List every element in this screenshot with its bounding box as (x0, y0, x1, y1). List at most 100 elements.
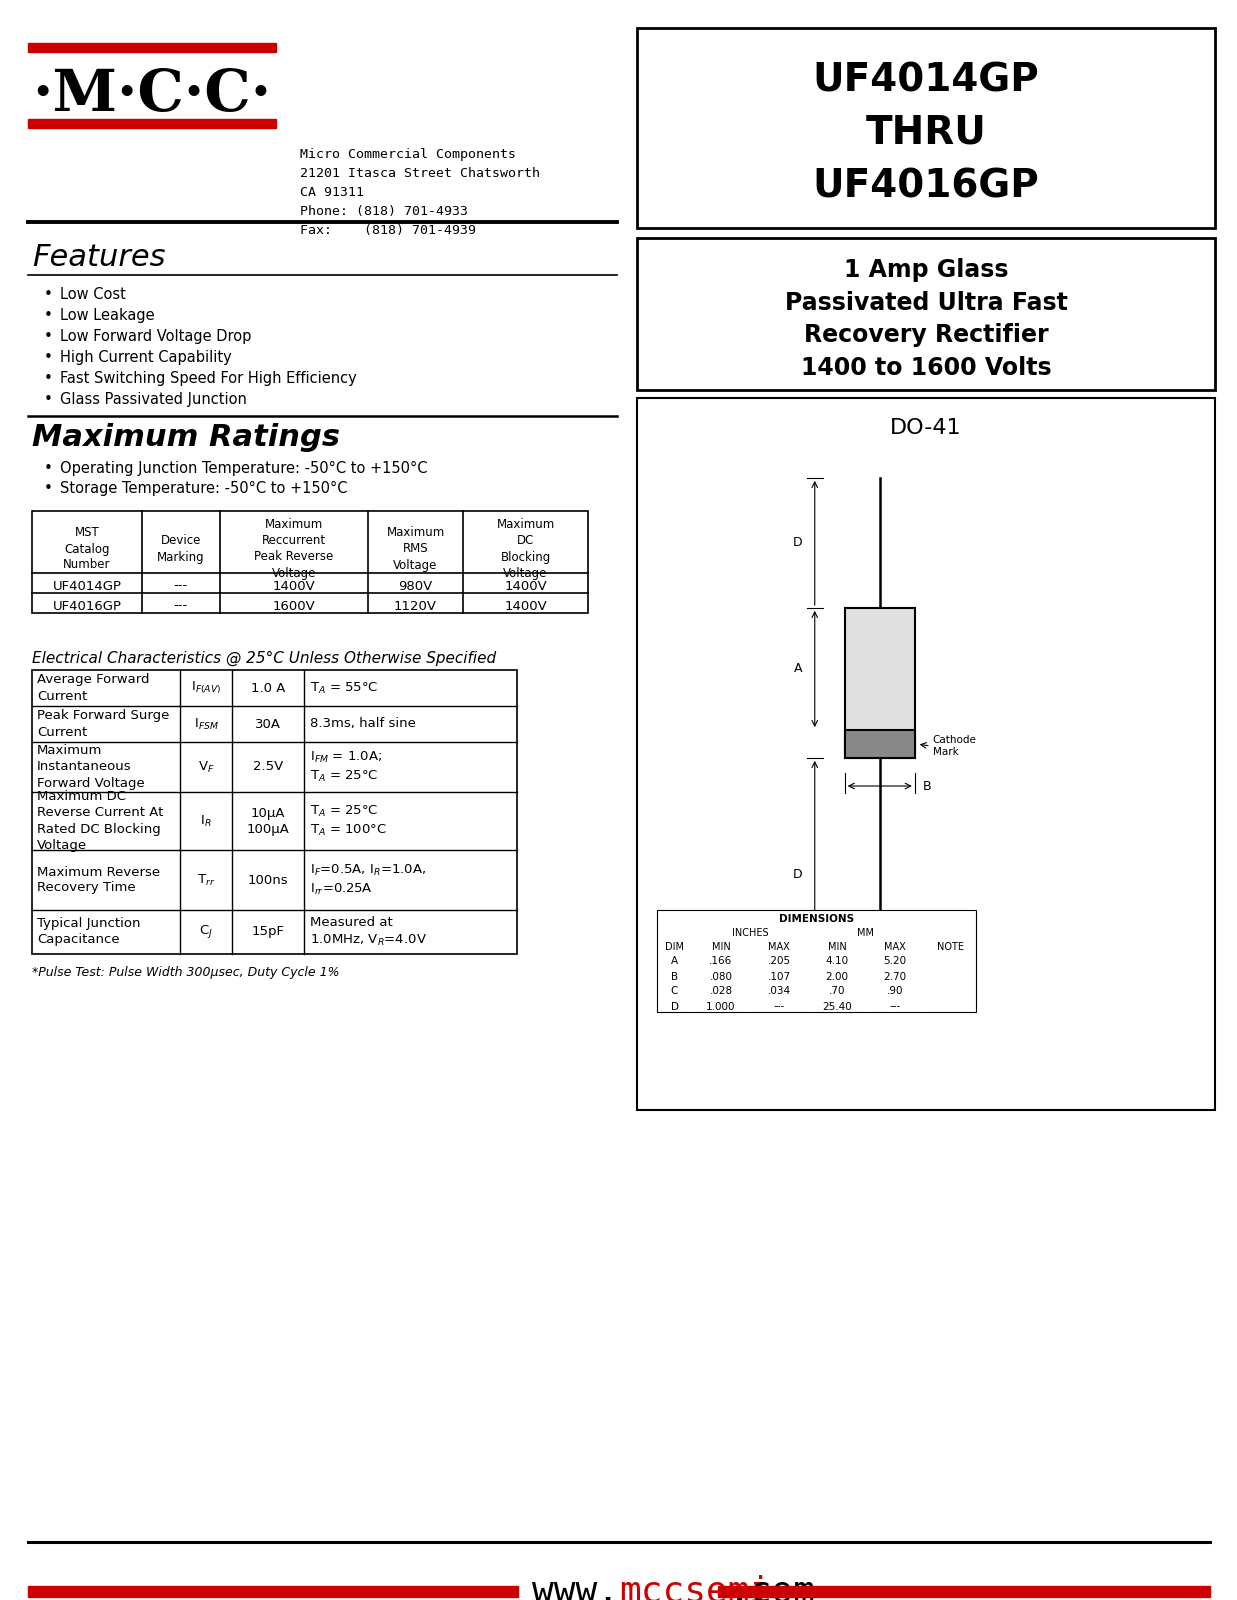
Text: Electrical Characteristics @ 25°C Unless Otherwise Specified: Electrical Characteristics @ 25°C Unless… (32, 651, 496, 666)
Text: •: • (43, 482, 52, 496)
Text: 25.40: 25.40 (823, 1002, 852, 1011)
Text: I$_{FM}$ = 1.0A;
T$_A$ = 25°C: I$_{FM}$ = 1.0A; T$_A$ = 25°C (310, 750, 382, 784)
Bar (28, 1586, 518, 1597)
Text: ---: --- (174, 579, 188, 592)
Bar (28, 43, 276, 51)
Text: High Current Capability: High Current Capability (61, 350, 231, 365)
Text: I$_R$: I$_R$ (200, 813, 212, 829)
Text: DO-41: DO-41 (891, 418, 962, 438)
Text: MAX: MAX (884, 942, 905, 952)
Text: .90: .90 (887, 987, 903, 997)
Text: CA 91311: CA 91311 (301, 186, 364, 198)
Text: .080: .080 (710, 971, 732, 981)
Text: •: • (43, 350, 52, 365)
Text: Low Forward Voltage Drop: Low Forward Voltage Drop (61, 330, 251, 344)
Text: D: D (793, 536, 803, 549)
Text: UF4014GP: UF4014GP (52, 579, 121, 592)
Text: A: A (794, 662, 803, 675)
Text: D: D (793, 867, 803, 880)
Text: 2.00: 2.00 (825, 971, 849, 981)
Text: 8.3ms, half sine: 8.3ms, half sine (310, 717, 416, 731)
Text: Maximum DC
Reverse Current At
Rated DC Blocking
Voltage: Maximum DC Reverse Current At Rated DC B… (37, 790, 163, 851)
Text: UF4016GP: UF4016GP (52, 600, 121, 613)
Bar (717, 1586, 1210, 1597)
Text: Low Leakage: Low Leakage (61, 307, 155, 323)
Bar (32, 670, 517, 954)
Text: Maximum Ratings: Maximum Ratings (32, 422, 340, 451)
Text: *Pulse Test: Pulse Width 300μsec, Duty Cycle 1%: *Pulse Test: Pulse Width 300μsec, Duty C… (32, 966, 339, 979)
Text: I$_F$=0.5A, I$_R$=1.0A,
I$_{rr}$=0.25A: I$_F$=0.5A, I$_R$=1.0A, I$_{rr}$=0.25A (310, 864, 427, 896)
Text: 4.10: 4.10 (825, 957, 849, 966)
Text: NOTE: NOTE (936, 942, 964, 952)
Text: C: C (670, 987, 678, 997)
Text: Fax:    (818) 701-4939: Fax: (818) 701-4939 (301, 224, 476, 237)
Text: Micro Commercial Components: Micro Commercial Components (301, 149, 516, 162)
Text: www.: www. (532, 1574, 618, 1600)
Text: .107: .107 (767, 971, 790, 981)
Text: Maximum
Instantaneous
Forward Voltage: Maximum Instantaneous Forward Voltage (37, 744, 145, 789)
Text: UF4014GP
THRU
UF4016GP: UF4014GP THRU UF4016GP (813, 61, 1039, 205)
Text: 980V: 980V (398, 579, 433, 592)
Text: ---: --- (174, 600, 188, 613)
Text: Fast Switching Speed For High Efficiency: Fast Switching Speed For High Efficiency (61, 371, 356, 386)
Text: Maximum
RMS
Voltage: Maximum RMS Voltage (386, 526, 444, 571)
Text: C$_J$: C$_J$ (199, 923, 213, 941)
Text: MST
Catalog
Number: MST Catalog Number (63, 526, 111, 571)
Text: 1600V: 1600V (272, 600, 315, 613)
Text: A: A (670, 957, 678, 966)
Text: I$_{FSM}$: I$_{FSM}$ (193, 717, 219, 731)
Text: 15pF: 15pF (251, 925, 285, 939)
Text: 100ns: 100ns (247, 874, 288, 886)
Text: 1400V: 1400V (505, 600, 547, 613)
Text: DIM: DIM (666, 942, 684, 952)
Text: Glass Passivated Junction: Glass Passivated Junction (61, 392, 247, 406)
Text: T$_{rr}$: T$_{rr}$ (197, 872, 215, 888)
Bar (845, 730, 914, 758)
Text: 1 Amp Glass
Passivated Ultra Fast
Recovery Rectifier
1400 to 1600 Volts: 1 Amp Glass Passivated Ultra Fast Recove… (784, 258, 1068, 379)
Bar (32, 510, 588, 613)
Text: mccsemi: mccsemi (618, 1574, 771, 1600)
Text: C: C (897, 998, 905, 1011)
Text: Device
Marking: Device Marking (157, 534, 205, 563)
Text: .166: .166 (709, 957, 732, 966)
Text: .028: .028 (710, 987, 732, 997)
Text: Maximum
DC
Blocking
Voltage: Maximum DC Blocking Voltage (496, 518, 554, 579)
Text: .70: .70 (829, 987, 845, 997)
Text: T$_A$ = 55°C: T$_A$ = 55°C (310, 680, 379, 696)
Text: V$_F$: V$_F$ (198, 760, 214, 774)
Bar (637, 238, 1215, 390)
Text: •: • (43, 286, 52, 302)
Text: Maximum
Reccurrent
Peak Reverse
Voltage: Maximum Reccurrent Peak Reverse Voltage (255, 518, 334, 579)
Text: •: • (43, 371, 52, 386)
Text: Operating Junction Temperature: -50°C to +150°C: Operating Junction Temperature: -50°C to… (61, 461, 428, 477)
Text: D: D (670, 1002, 679, 1011)
Text: 30A: 30A (255, 717, 281, 731)
Text: Features: Features (32, 243, 166, 272)
Text: Average Forward
Current: Average Forward Current (37, 674, 150, 702)
Text: ·M·C·C·: ·M·C·C· (32, 67, 272, 123)
Text: MM: MM (857, 928, 875, 938)
Text: 1400V: 1400V (505, 579, 547, 592)
Text: •: • (43, 307, 52, 323)
Text: Maximum Reverse
Recovery Time: Maximum Reverse Recovery Time (37, 866, 160, 894)
Text: B: B (923, 779, 931, 792)
Bar (657, 910, 976, 1013)
Text: Measured at
1.0MHz, V$_R$=4.0V: Measured at 1.0MHz, V$_R$=4.0V (310, 917, 427, 947)
Bar (845, 608, 914, 758)
Bar (637, 398, 1215, 1110)
Text: 21201 Itasca Street Chatsworth: 21201 Itasca Street Chatsworth (301, 166, 541, 179)
Text: T$_A$ = 25°C
T$_A$ = 100°C: T$_A$ = 25°C T$_A$ = 100°C (310, 805, 387, 838)
Bar (845, 730, 914, 758)
Text: 1.000: 1.000 (706, 1002, 736, 1011)
Text: •: • (43, 330, 52, 344)
Text: MAX: MAX (768, 942, 790, 952)
Text: 1120V: 1120V (395, 600, 437, 613)
Text: .com: .com (729, 1574, 815, 1600)
Text: 10μA
100μA: 10μA 100μA (246, 806, 289, 835)
Text: ---: --- (889, 1002, 901, 1011)
Text: 2.70: 2.70 (883, 971, 907, 981)
Text: •: • (43, 461, 52, 477)
Text: Low Cost: Low Cost (61, 286, 126, 302)
Text: Typical Junction
Capacitance: Typical Junction Capacitance (37, 917, 141, 947)
Text: Cathode
Mark: Cathode Mark (933, 734, 977, 757)
